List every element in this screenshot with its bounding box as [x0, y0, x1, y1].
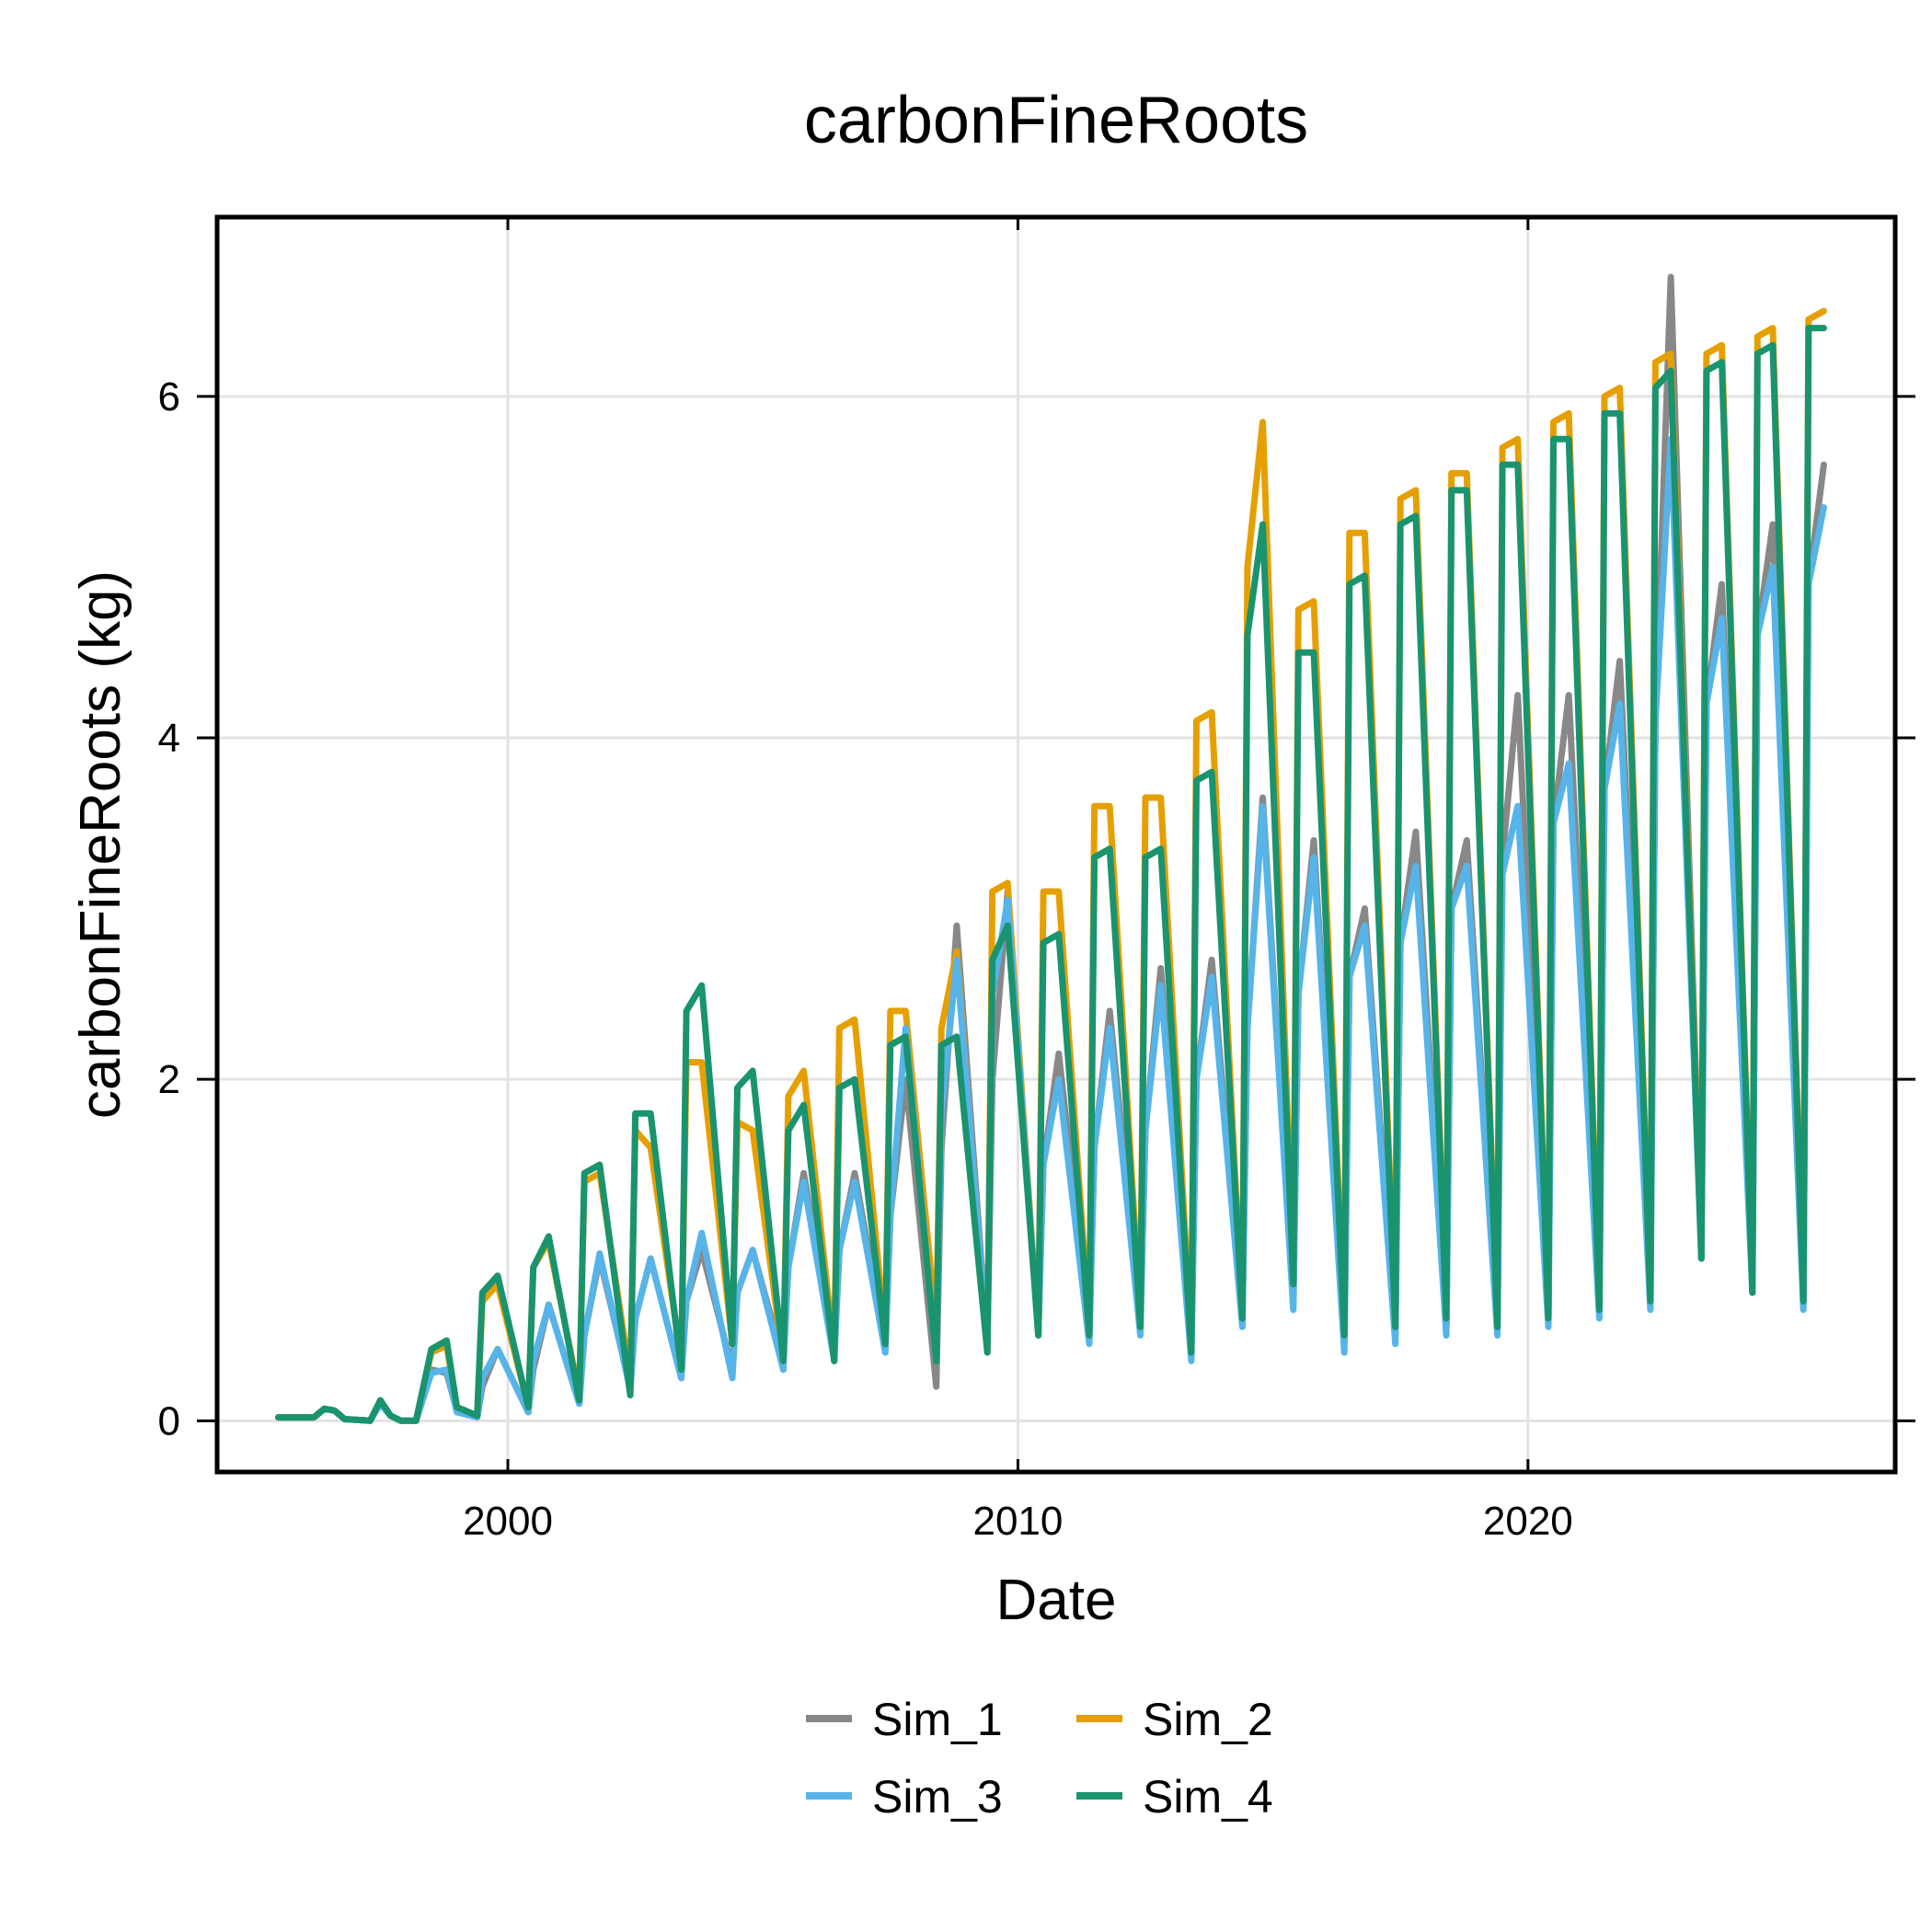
- legend-label-sim-1: Sim_1: [872, 1694, 1003, 1745]
- y-tick-label: 2: [158, 1057, 180, 1102]
- legend-label-sim-3: Sim_3: [872, 1771, 1003, 1823]
- x-tick-label: 2020: [1483, 1499, 1573, 1544]
- y-tick-label: 4: [158, 716, 180, 761]
- legend-label-sim-2: Sim_2: [1143, 1694, 1273, 1745]
- legend: Sim_1 Sim_2 Sim_3 Sim_4: [806, 1694, 1273, 1823]
- x-axis-title: Date: [996, 1569, 1117, 1632]
- plot-series: [275, 273, 1827, 1424]
- chart-title: carbonFineRoots: [804, 84, 1308, 157]
- x-tick-label: 2010: [972, 1499, 1063, 1544]
- x-tick-label: 2000: [463, 1499, 553, 1544]
- y-axis-title: carbonFineRoots (kg): [69, 570, 132, 1119]
- legend-label-sim-4: Sim_4: [1143, 1771, 1273, 1823]
- y-tick-label: 6: [158, 374, 180, 420]
- axis-ticks: 2000 2010 2020 0 2 4 6: [158, 217, 1915, 1544]
- series-line-sim-4: [275, 325, 1827, 1424]
- y-tick-label: 0: [158, 1398, 180, 1443]
- plot-frame: [214, 214, 1898, 1475]
